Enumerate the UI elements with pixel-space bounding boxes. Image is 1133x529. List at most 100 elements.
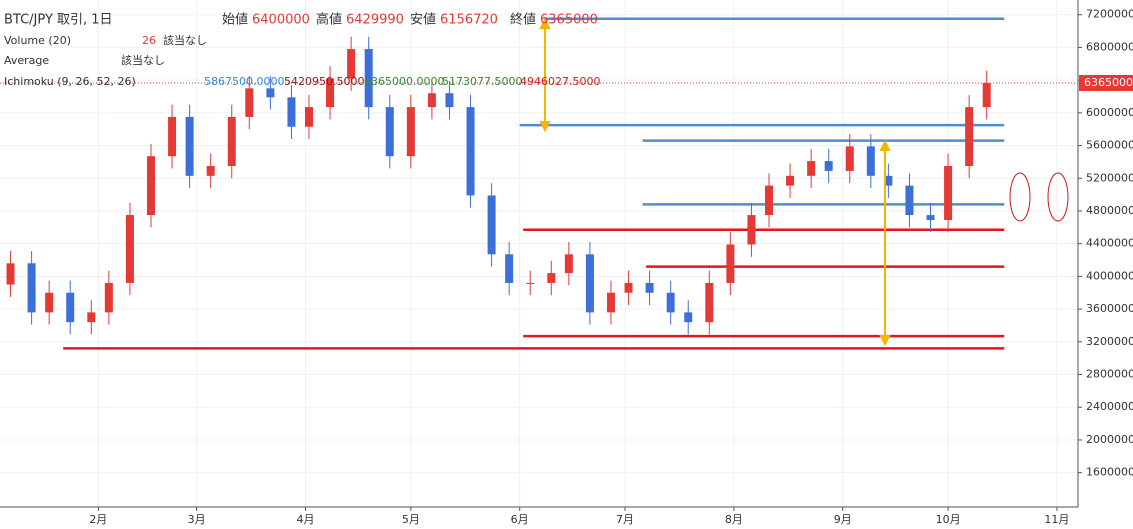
volume-name: Volume (20) [4, 34, 71, 47]
candle-body [726, 244, 735, 283]
y-tick-label: 1600000 [1086, 466, 1133, 479]
y-tick-label: 6000000 [1086, 106, 1133, 119]
candle-body [807, 161, 816, 176]
candle-body [66, 292, 75, 323]
open-label: 始値 [222, 12, 248, 28]
ichimoku-value: 6365000.0000 [364, 75, 444, 88]
y-tick-label: 3600000 [1086, 302, 1133, 315]
x-tick-label: 4月 [296, 513, 314, 526]
candle-body [305, 107, 314, 127]
arrow-head [879, 139, 891, 151]
candle-body [364, 49, 373, 108]
arrow-head [879, 335, 891, 347]
levels [63, 17, 1005, 350]
candle-body [505, 254, 514, 283]
candle-body [347, 49, 356, 79]
x-tick-label: 5月 [402, 513, 420, 526]
symbol: BTC/JPY 取引, 1日 [4, 13, 113, 28]
candle-body [406, 107, 415, 157]
candles [6, 36, 991, 335]
candle-body [185, 116, 194, 176]
close-value: 6365000 [540, 13, 598, 28]
candle-body [27, 263, 36, 313]
open-value: 6400000 [252, 13, 310, 28]
highlight-ellipse [1009, 172, 1031, 222]
candle-body [666, 292, 675, 313]
candle-body [705, 282, 714, 323]
candle-body [466, 107, 475, 196]
candle-body [624, 282, 633, 293]
candle-body [146, 156, 155, 216]
candle-body [944, 166, 953, 220]
arrow-head [539, 121, 551, 133]
low-label: 安値 [410, 12, 436, 28]
candle-body [606, 292, 615, 313]
candle-body [326, 78, 335, 108]
candle-body [287, 97, 296, 127]
y-tick-label: 3200000 [1086, 335, 1133, 348]
highlight-ellipse [1047, 172, 1069, 222]
x-tick-label: 8月 [725, 513, 743, 526]
last-price-box [1079, 75, 1133, 92]
x-tick-label: 6月 [511, 513, 529, 526]
candle-body [845, 146, 854, 171]
ichimoku-value: 5867500.0000 [204, 75, 284, 88]
candle-body [905, 185, 914, 216]
candle-body [645, 282, 654, 293]
x-tick-label: 3月 [188, 513, 206, 526]
candle-body [884, 175, 893, 186]
y-tick-label: 6800000 [1086, 40, 1133, 53]
candle-body [445, 93, 454, 108]
ichimoku-value: 5420950.5000 [284, 75, 364, 88]
candle-body [982, 83, 991, 108]
candle-body [266, 88, 275, 98]
candle-body [227, 116, 236, 167]
high-value: 6429990 [346, 13, 404, 28]
candle-body [824, 161, 833, 171]
x-tick-label: 11月 [1044, 513, 1069, 526]
candle-body [6, 263, 15, 285]
y-tick-label: 5200000 [1086, 171, 1133, 184]
y-tick-label: 2800000 [1086, 368, 1133, 381]
x-tick-label: 10月 [936, 513, 961, 526]
candle-body [487, 195, 496, 255]
last-price-label: 6365000 [1084, 76, 1133, 89]
ichimoku-name: Ichimoku (9, 26, 52, 26) [4, 75, 136, 88]
candle-body [547, 273, 556, 283]
x-tick-label: 2月 [89, 513, 107, 526]
y-tick-label: 4400000 [1086, 237, 1133, 250]
candle-body [564, 254, 573, 274]
low-value: 6156720 [440, 13, 498, 28]
candle-body [684, 312, 693, 323]
x-tick-label: 9月 [834, 513, 852, 526]
y-tick-label: 4800000 [1086, 204, 1133, 217]
candle-body [866, 146, 875, 176]
y-tick-label: 2000000 [1086, 433, 1133, 446]
average-na: 該当なし [121, 53, 165, 67]
high-label: 高値 [316, 12, 342, 28]
legend-header: BTC/JPY 取引, 1日 始値 6400000 高値 6429990 安値 … [4, 12, 600, 89]
candle-body [87, 312, 96, 323]
candle-body [206, 166, 215, 176]
ichimoku-value: 5173077.5000 [442, 75, 522, 88]
y-tick-label: 2400000 [1086, 400, 1133, 413]
close-label: 終値 [510, 12, 536, 28]
candle-body [427, 93, 436, 108]
candle-body [585, 254, 594, 313]
candle-body [965, 107, 974, 167]
candle-body [125, 215, 134, 283]
y-tick-label: 4000000 [1086, 269, 1133, 282]
volume-value: 26 [142, 34, 156, 47]
candle-body [168, 116, 177, 157]
axes: 1600000 2000000 2400000 2800000 3200000 36000… [0, 8, 1133, 526]
candle-body [926, 215, 935, 220]
y-tick-label: 7200000 [1086, 8, 1133, 21]
x-tick-label: 7月 [616, 513, 634, 526]
candle-body [245, 88, 254, 117]
candle-body [764, 185, 773, 216]
candle-body [385, 107, 394, 157]
average-name: Average [4, 54, 49, 67]
arrow-head [539, 17, 551, 29]
candle-body [45, 292, 54, 313]
